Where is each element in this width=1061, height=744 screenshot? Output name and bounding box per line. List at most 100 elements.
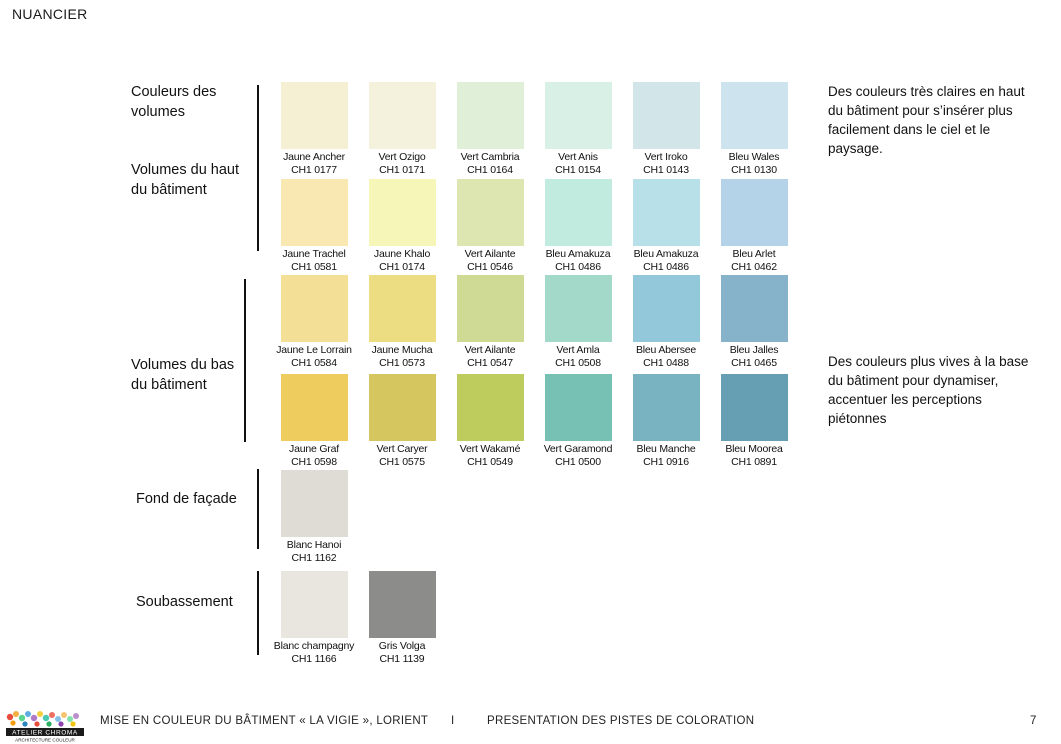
swatch-caption: Jaune Trachel CH1 0581 <box>270 248 358 274</box>
swatch-chip <box>368 275 436 342</box>
swatch-code: CH1 0581 <box>291 261 337 273</box>
footer-section: PRESENTATION DES PISTES DE COLORATION <box>487 715 755 727</box>
swatch-vert-caryer: Vert Caryer CH1 0575 <box>358 374 446 469</box>
swatch-caption: Vert Wakamé CH1 0549 <box>446 443 534 469</box>
label-volumes-haut: Volumes du haut du bâtiment <box>131 162 240 198</box>
swatch-name: Bleu Manche <box>636 443 696 455</box>
swatch-vert-wakam-: Vert Wakamé CH1 0549 <box>446 374 534 469</box>
swatch-code: CH1 0462 <box>731 261 777 273</box>
swatch-name: Jaune Le Lorrain <box>276 344 352 356</box>
swatch-blanc-hanoi: Blanc Hanoi CH1 1162 <box>270 470 358 565</box>
swatch-caption: Vert Amla CH1 0508 <box>534 344 622 370</box>
swatch-name: Vert Ailante <box>464 344 516 356</box>
swatch-bleu-arlet: Bleu Arlet CH1 0462 <box>710 179 798 274</box>
swatch-name: Jaune Graf <box>289 443 339 455</box>
swatch-name: Bleu Wales <box>728 151 780 163</box>
swatch-name: Vert Anis <box>558 151 598 163</box>
swatch-chip <box>456 374 524 441</box>
swatch-chip <box>368 571 436 638</box>
swatch-name: Gris Volga <box>378 640 426 652</box>
swatch-chip <box>544 374 612 441</box>
swatch-vert-iroko: Vert Iroko CH1 0143 <box>622 82 710 177</box>
swatch-jaune-mucha: Jaune Mucha CH1 0573 <box>358 275 446 370</box>
swatch-name: Blanc champagny <box>273 640 355 652</box>
divider-fond <box>257 469 259 549</box>
page-title: NUANCIER <box>12 6 88 22</box>
swatch-code: CH1 0549 <box>467 456 513 468</box>
swatch-bleu-amakuza: Bleu Amakuza CH1 0486 <box>534 179 622 274</box>
swatch-caption: Vert Garamond CH1 0500 <box>534 443 622 469</box>
divider-haut <box>257 85 259 251</box>
swatch-caption: Bleu Abersee CH1 0488 <box>622 344 710 370</box>
swatch-chip <box>720 179 788 246</box>
swatch-jaune-ancher: Jaune Ancher CH1 0177 <box>270 82 358 177</box>
swatch-code: CH1 0916 <box>643 456 689 468</box>
swatch-name: Bleu Abersee <box>635 344 697 356</box>
swatch-code: CH1 0174 <box>379 261 425 273</box>
swatch-caption: Vert Anis CH1 0154 <box>534 151 622 177</box>
swatch-name: Vert Wakamé <box>459 443 521 455</box>
swatch-chip <box>280 571 348 638</box>
swatch-caption: Blanc Hanoi CH1 1162 <box>270 539 358 565</box>
swatch-name: Bleu Moorea <box>725 443 783 455</box>
swatch-caption: Jaune Le Lorrain CH1 0584 <box>270 344 358 370</box>
swatch-caption: Bleu Wales CH1 0130 <box>710 151 798 177</box>
footer-project: MISE EN COULEUR DU BÂTIMENT « LA VIGIE »… <box>100 715 429 727</box>
swatch-blanc-champagny: Blanc champagny CH1 1166 <box>270 571 358 666</box>
swatch-name: Bleu Amakuza <box>545 248 611 260</box>
swatch-caption: Jaune Khalo CH1 0174 <box>358 248 446 274</box>
swatch-chip <box>280 82 348 149</box>
page-number: 7 <box>1030 715 1037 727</box>
swatch-caption: Jaune Mucha CH1 0573 <box>358 344 446 370</box>
swatch-vert-ailante: Vert Ailante CH1 0546 <box>446 179 534 274</box>
swatch-caption: Bleu Arlet CH1 0462 <box>710 248 798 274</box>
swatch-code: CH1 0177 <box>291 164 337 176</box>
swatch-chip <box>368 82 436 149</box>
swatch-caption: Jaune Ancher CH1 0177 <box>270 151 358 177</box>
swatch-vert-amla: Vert Amla CH1 0508 <box>534 275 622 370</box>
swatch-code: CH1 0546 <box>467 261 513 273</box>
swatch-chip <box>720 374 788 441</box>
swatch-caption: Vert Caryer CH1 0575 <box>358 443 446 469</box>
swatch-caption: Gris Volga CH1 1139 <box>358 640 446 666</box>
swatch-code: CH1 0573 <box>379 357 425 369</box>
footer-separator: I <box>451 715 455 727</box>
swatch-code: CH1 0584 <box>291 357 337 369</box>
swatch-caption: Vert Cambria CH1 0164 <box>446 151 534 177</box>
swatch-bleu-abersee: Bleu Abersee CH1 0488 <box>622 275 710 370</box>
swatch-chip <box>720 82 788 149</box>
swatch-chip <box>632 275 700 342</box>
swatch-chip <box>456 82 524 149</box>
swatch-chip <box>544 82 612 149</box>
swatch-vert-garamond: Vert Garamond CH1 0500 <box>534 374 622 469</box>
logo-text: ATELIER CHROMA <box>12 730 78 737</box>
swatch-caption: Bleu Manche CH1 0916 <box>622 443 710 469</box>
swatch-jaune-khalo: Jaune Khalo CH1 0174 <box>358 179 446 274</box>
swatch-code: CH1 0508 <box>555 357 601 369</box>
swatch-name: Bleu Arlet <box>732 248 776 260</box>
swatch-caption: Bleu Moorea CH1 0891 <box>710 443 798 469</box>
swatch-code: CH1 0154 <box>555 164 601 176</box>
swatch-caption: Vert Ailante CH1 0547 <box>446 344 534 370</box>
swatch-bleu-moorea: Bleu Moorea CH1 0891 <box>710 374 798 469</box>
swatch-code: CH1 0500 <box>555 456 601 468</box>
swatch-chip <box>456 275 524 342</box>
swatch-chip <box>632 374 700 441</box>
swatch-caption: Blanc champagny CH1 1166 <box>270 640 358 666</box>
label-soubassement: Soubassement <box>136 594 233 610</box>
swatch-chip <box>368 374 436 441</box>
swatch-chip <box>544 275 612 342</box>
swatch-chip <box>632 82 700 149</box>
swatch-caption: Vert Iroko CH1 0143 <box>622 151 710 177</box>
swatch-chip <box>280 179 348 246</box>
swatch-vert-cambria: Vert Cambria CH1 0164 <box>446 82 534 177</box>
swatch-code: CH1 0143 <box>643 164 689 176</box>
swatch-caption: Bleu Amakuza CH1 0486 <box>622 248 710 274</box>
swatch-vert-anis: Vert Anis CH1 0154 <box>534 82 622 177</box>
swatch-caption: Bleu Amakuza CH1 0486 <box>534 248 622 274</box>
swatch-bleu-wales: Bleu Wales CH1 0130 <box>710 82 798 177</box>
swatch-caption: Jaune Graf CH1 0598 <box>270 443 358 469</box>
swatch-code: CH1 0164 <box>467 164 513 176</box>
logo-subtext: ARCHITECTURE COULEUR <box>15 738 75 743</box>
swatch-name: Bleu Jalles <box>729 344 779 356</box>
